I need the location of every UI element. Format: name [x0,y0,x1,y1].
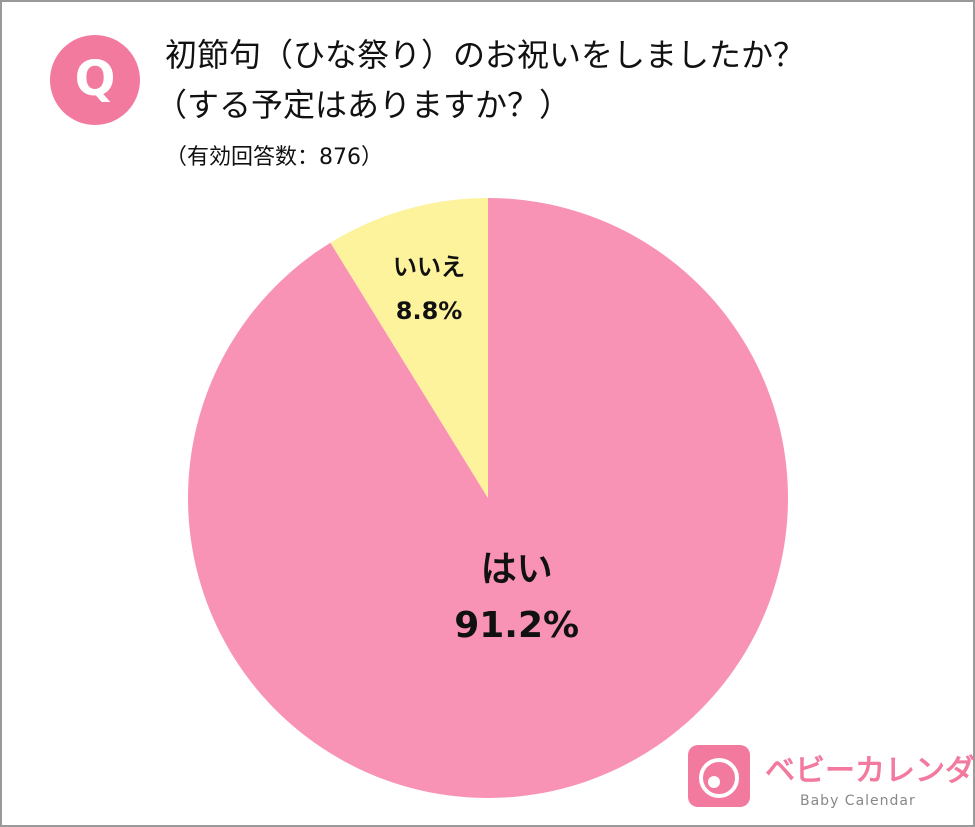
badge-text: Q [75,51,116,107]
logo-icon-dot [708,776,720,788]
subtitle: （有効回答数：876） [165,145,383,170]
q-badge [50,35,140,125]
pie-slice [188,198,789,798]
logo-icon [688,745,750,807]
chart-title: 初節句（ひな祭り）のお祝いをしましたか？ [165,36,805,74]
value-label: 8.8% [396,297,463,325]
slice-label: いいえ [393,253,465,281]
pie: はい 91.2% いいえ 8.8% [188,198,789,798]
logo: ベビーカレンダー Baby Calendar [688,745,975,809]
pie-slice [330,198,488,498]
brand-sub: Baby Calendar [800,793,916,809]
logo-icon-ring [699,758,739,798]
brand: ベビーカレンダー [765,754,975,789]
value-label: 91.2% [454,605,579,646]
slice-label: はい [481,549,553,590]
chart-title: （する予定はありますか？） [155,86,571,124]
